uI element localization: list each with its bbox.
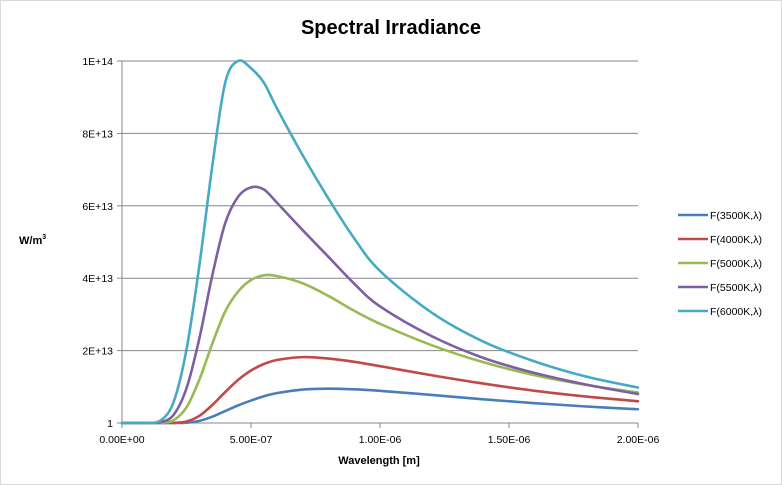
y-tick-label: 6E+13 [82,201,113,213]
y-tick-label: 1E+14 [82,56,113,68]
series-line-5 [120,59,640,425]
y-tick-label: 2E+13 [82,346,113,358]
y-tick-label: 1 [107,418,113,430]
axes [117,60,639,428]
y-axis-title-sup: 3 [42,234,46,241]
series-line-3 [120,273,640,425]
x-tick-label: 1.50E-06 [488,434,531,446]
x-tick-labels: 0.00E+00 5.00E-07 1.00E-06 1.50E-06 2.00E-06 [99,434,659,446]
x-axis-title: Wavelength [m] [338,455,420,467]
x-tick-label: 5.00E-07 [230,434,273,446]
series-line-4 [120,185,640,425]
y-axis-title-base: W/m [19,235,42,247]
x-tick-label: 2.00E-06 [617,434,660,446]
series-lines [120,59,640,425]
y-axis-title: W/m3 [19,234,46,247]
x-tick-label: 1.00E-06 [359,434,402,446]
legend: F(3500K,λ) F(4000K,λ) F(5000K,λ) F(5500K,λ)… [678,210,762,318]
series-line-2 [120,355,640,425]
y-tick-labels: 1 2E+13 4E+13 6E+13 8E+13 1E+14 [82,56,113,430]
legend-label: F(4000K,λ) [710,234,762,246]
y-tick-label: 4E+13 [82,273,113,285]
legend-label: F(6000K,λ) [710,306,762,318]
x-tick-label: 0.00E+00 [99,434,144,446]
legend-label: F(5000K,λ) [710,258,762,270]
y-tick-label: 8E+13 [82,128,113,140]
legend-label: F(5500K,λ) [710,282,762,294]
legend-label: F(3500K,λ) [710,210,762,222]
chart-title: Spectral Irradiance [301,17,481,39]
